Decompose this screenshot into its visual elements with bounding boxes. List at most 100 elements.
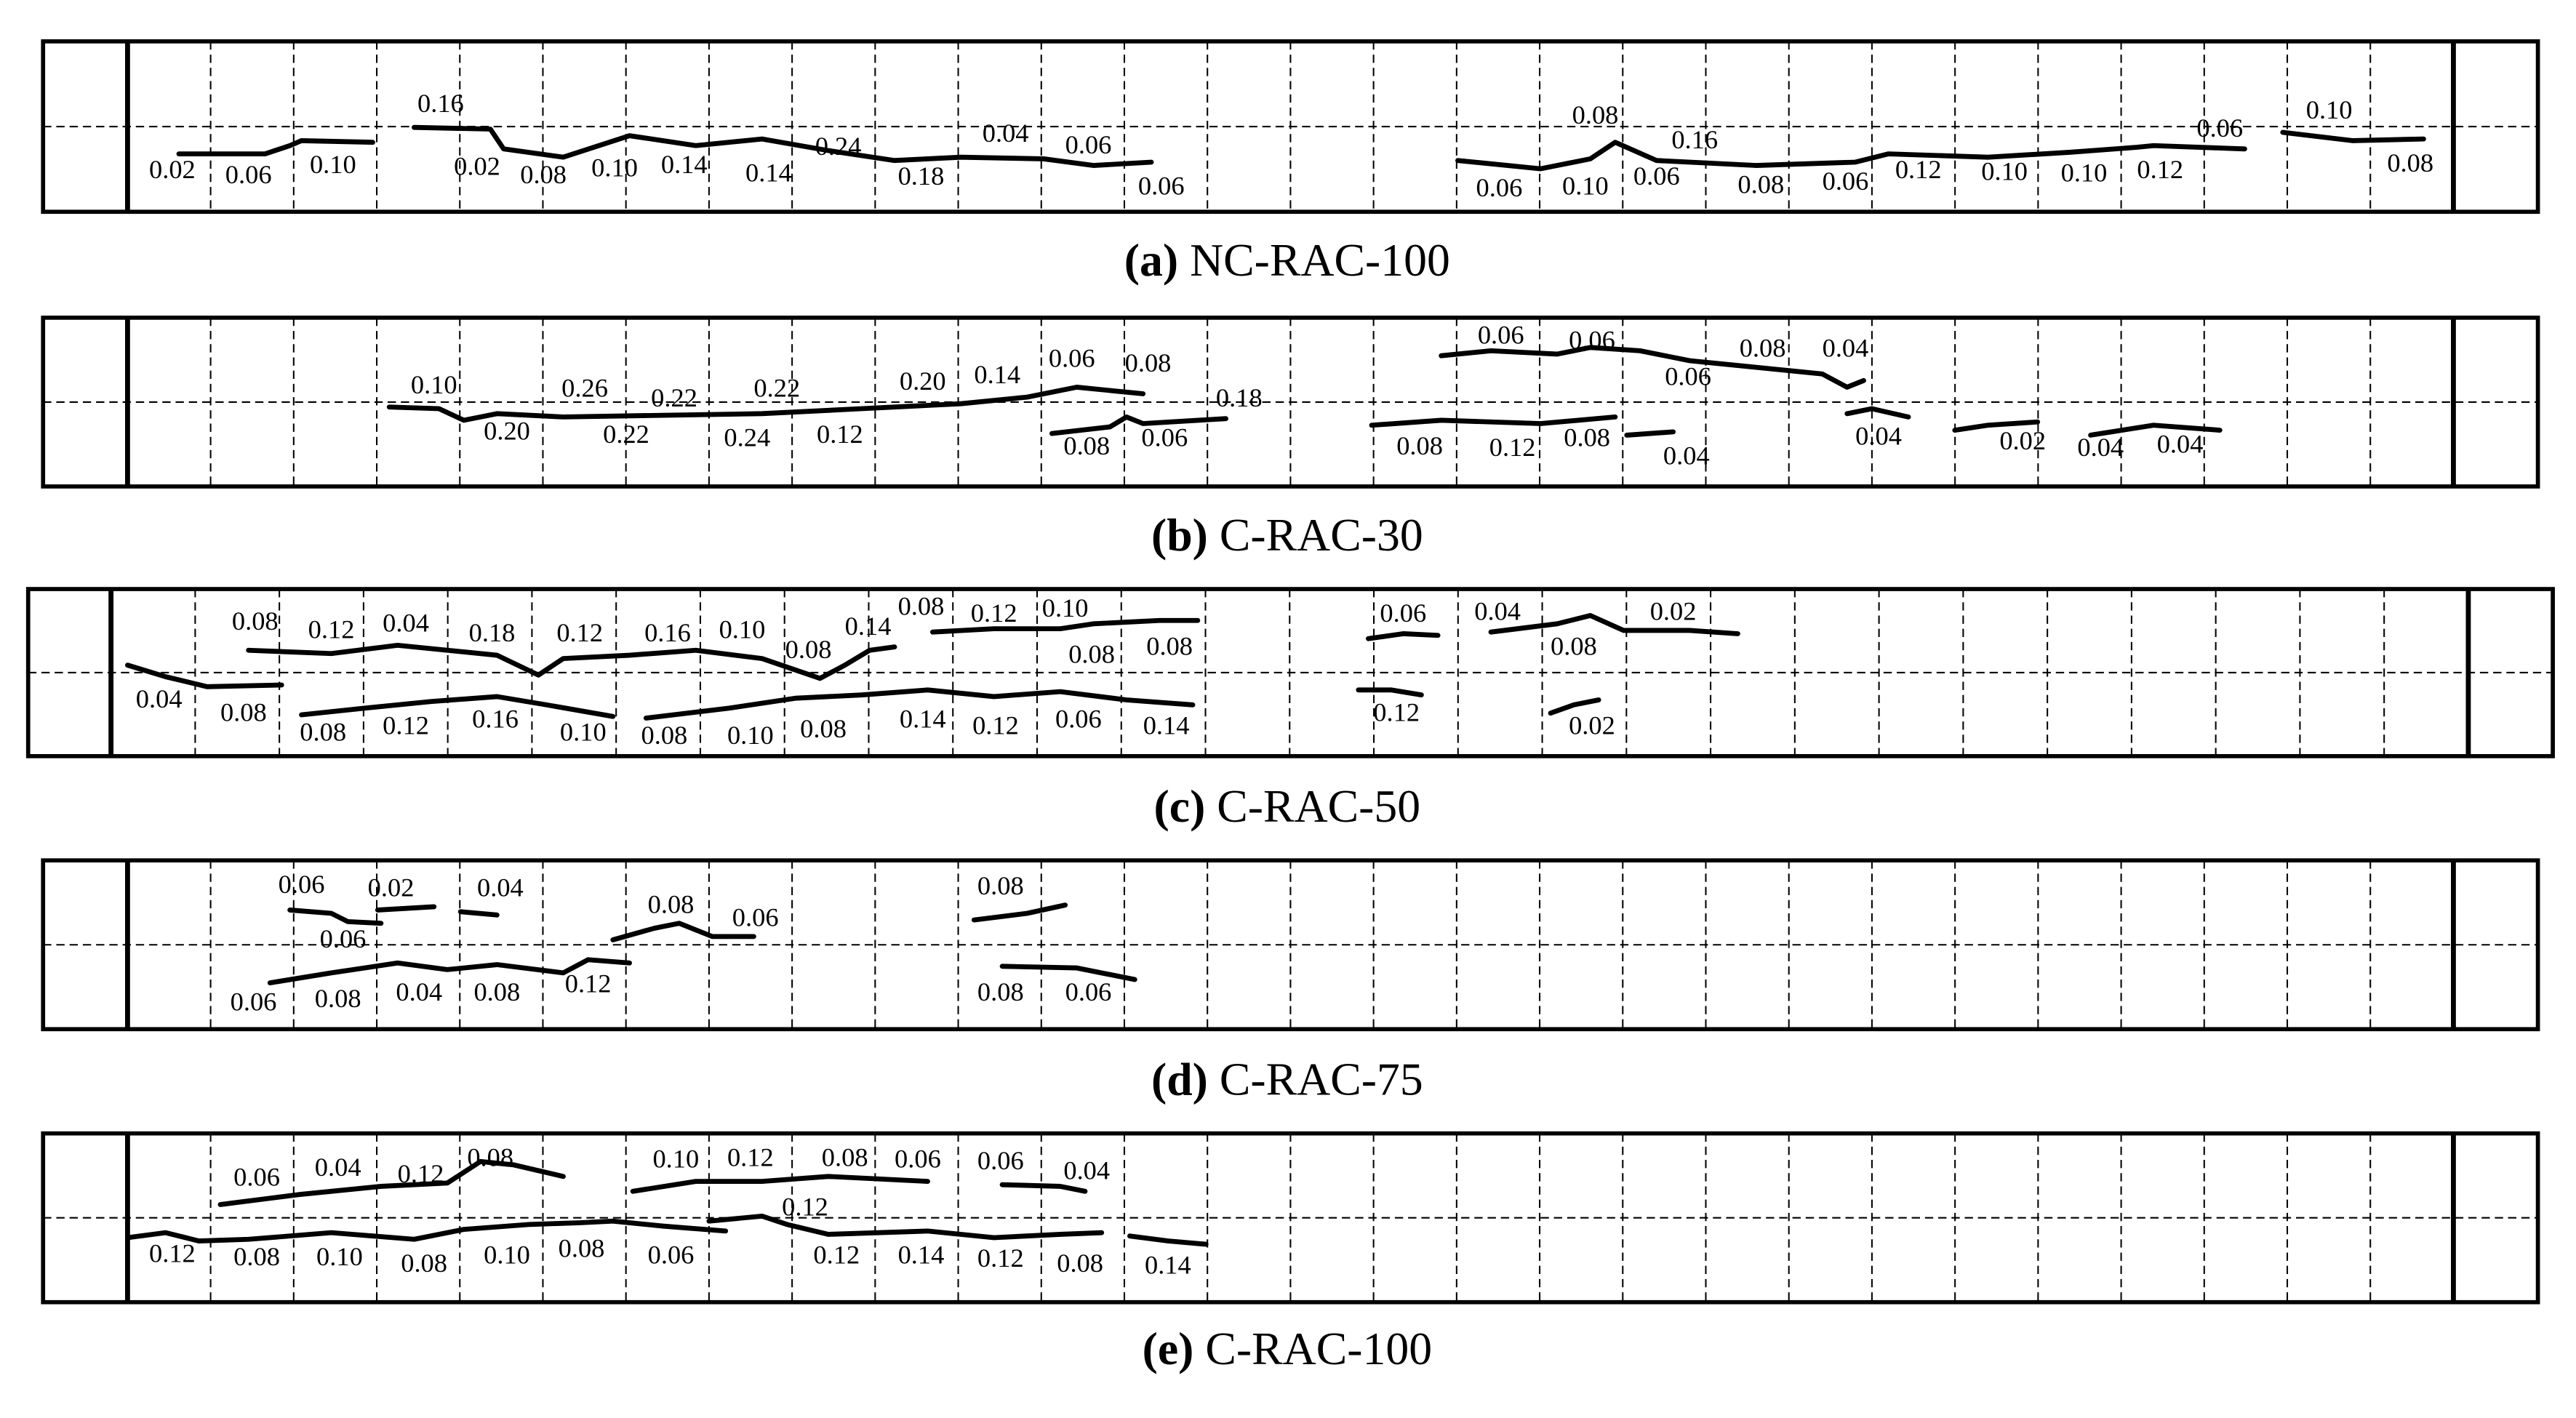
crack (999, 1182, 1088, 1194)
crack-width-label: 0.06 (279, 870, 325, 899)
crack (1844, 406, 1911, 420)
crack-width-label: 0.04 (2157, 430, 2204, 459)
crack-width-label: 0.08 (1063, 431, 1110, 460)
crack (246, 642, 897, 681)
crack-width-label: 0.20 (900, 366, 946, 396)
crack-width-label: 0.14 (845, 612, 892, 641)
crack (375, 904, 437, 913)
panel-title: C-RAC-30 (1220, 508, 1423, 560)
crack-width-label: 0.04 (136, 684, 183, 713)
panel-letter: (e) (1143, 1323, 1194, 1374)
crack (124, 662, 284, 689)
crack-width-label: 0.08 (785, 635, 832, 664)
crack (412, 124, 1154, 168)
crack-width-label: 0.08 (2387, 148, 2433, 177)
crack-width-label: 0.04 (1663, 441, 1710, 470)
crack-width-label: 0.12 (556, 618, 603, 647)
crack-width-label: 0.06 (1065, 977, 1112, 1006)
crack (706, 1213, 1105, 1241)
beam-panel: 0.06 0.02 0.040.060.08 0.060.080.06 0.08 0.04… (41, 858, 2540, 1105)
crack-width-label: 0.10 (591, 153, 638, 183)
crack-width-label: 0.06 (1065, 130, 1112, 159)
panel-caption: (d) C-RAC-75 (1151, 1053, 1423, 1105)
crack-width-label: 0.06 (895, 1145, 941, 1174)
crack-width-label: 0.14 (1145, 1250, 1191, 1279)
panel-title: NC-RAC-100 (1190, 234, 1450, 286)
panel-letter: (d) (1151, 1053, 1208, 1105)
crack-width-label: 0.04 (383, 608, 429, 637)
crack-width-label: 0.10 (484, 1241, 530, 1270)
panel-title: C-RAC-100 (1205, 1323, 1432, 1374)
crack-width-label: 0.04 (1855, 421, 1902, 450)
crack-width-label: 0.08 (220, 697, 267, 726)
beam-outline (41, 858, 2540, 1032)
beam-panel: 0.10 0.26 0.22 0.22 0.20 0.140.06 0.080.180.20… (41, 316, 2540, 560)
crack-width-label: 0.06 (1138, 172, 1185, 201)
crack-width-label: 0.12 (398, 1159, 444, 1188)
crack-width-label: 0.24 (724, 423, 770, 452)
crack-width-label: 0.14 (661, 150, 708, 179)
crack-width-label: 0.06 (225, 160, 272, 189)
crack-width-label: 0.08 (300, 718, 346, 747)
panel-caption: (a) NC-RAC-100 (1124, 234, 1450, 286)
crack-width-label: 0.08 (1564, 423, 1610, 452)
crack-width-label: 0.04 (983, 119, 1029, 148)
crack-width-label: 0.16 (644, 618, 691, 647)
crack-width-label: 0.10 (652, 1145, 699, 1174)
crack (1455, 140, 2247, 172)
panel-title: C-RAC-75 (1220, 1053, 1423, 1105)
crack-width-label: 0.10 (719, 615, 766, 644)
crack (457, 909, 500, 918)
crack (176, 137, 375, 157)
crack-width-label: 0.06 (2196, 113, 2243, 143)
crack-width-label: 0.08 (1057, 1249, 1103, 1278)
crack-width-label: 0.08 (559, 1234, 605, 1263)
crack-width-label: 0.12 (977, 1243, 1024, 1273)
crack-width-label: 0.10 (727, 721, 774, 750)
panel-letter: (c) (1154, 780, 1206, 832)
crack-width-label: 0.12 (813, 1241, 860, 1270)
crack (610, 921, 756, 942)
crack-width-label: 0.22 (651, 383, 697, 412)
crack-width-label: 0.12 (817, 420, 863, 449)
crack-width-label: 0.08 (315, 984, 361, 1013)
crack-width-label: 0.06 (320, 924, 367, 953)
crack (1369, 414, 1618, 428)
crack-width-label: 0.08 (232, 606, 279, 636)
crack-width-label: 0.20 (484, 417, 530, 446)
crack (1624, 429, 1676, 438)
beam-panel: 0.08 0.12 0.04 0.18 0.12 0.16 0.10 0.08 0.14 0.08… (25, 587, 2555, 832)
crack-width-label: 0.06 (1569, 325, 1615, 354)
crack-width-label: 0.16 (1671, 125, 1718, 154)
beam-outline (41, 39, 2540, 215)
crack-width-label: 0.12 (2137, 155, 2183, 184)
crack-width-label: 0.06 (1055, 704, 1102, 733)
crack-width-label: 0.12 (972, 711, 1019, 740)
crack-width-label: 0.06 (1823, 167, 1869, 196)
crack-width-label: 0.12 (782, 1193, 828, 1222)
crack (971, 902, 1068, 923)
crack-width-label: 0.08 (1146, 631, 1193, 660)
crack-width-label: 0.08 (1396, 431, 1443, 460)
crack-width-label: 0.08 (520, 160, 567, 189)
crack-width-label: 0.04 (477, 873, 524, 902)
crack-width-label: 0.08 (467, 1142, 513, 1171)
crack-width-label: 0.02 (149, 155, 196, 184)
crack-width-label: 0.18 (469, 618, 516, 647)
crack-width-label: 0.08 (233, 1242, 280, 1271)
crack-width-label: 0.02 (1650, 597, 1697, 626)
crack-width-label: 0.08 (648, 889, 695, 918)
crack-width-label: 0.02 (1569, 711, 1615, 740)
crack-width-label: 0.08 (473, 977, 520, 1006)
crack-width-label: 0.10 (1562, 172, 1609, 201)
crack (2088, 422, 2223, 438)
crack (1439, 345, 1866, 390)
crack-width-label: 0.06 (233, 1163, 280, 1192)
crack-width-label: 0.06 (1476, 173, 1523, 202)
crack (1952, 419, 2041, 433)
crack-width-label: 0.08 (822, 1142, 868, 1171)
beam-outline (41, 316, 2540, 489)
crack (1488, 613, 1740, 636)
